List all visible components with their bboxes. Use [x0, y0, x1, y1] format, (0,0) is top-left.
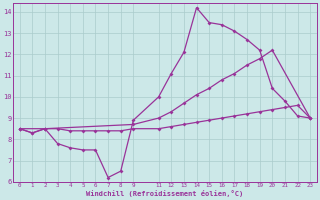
X-axis label: Windchill (Refroidissement éolien,°C): Windchill (Refroidissement éolien,°C)	[86, 190, 244, 197]
